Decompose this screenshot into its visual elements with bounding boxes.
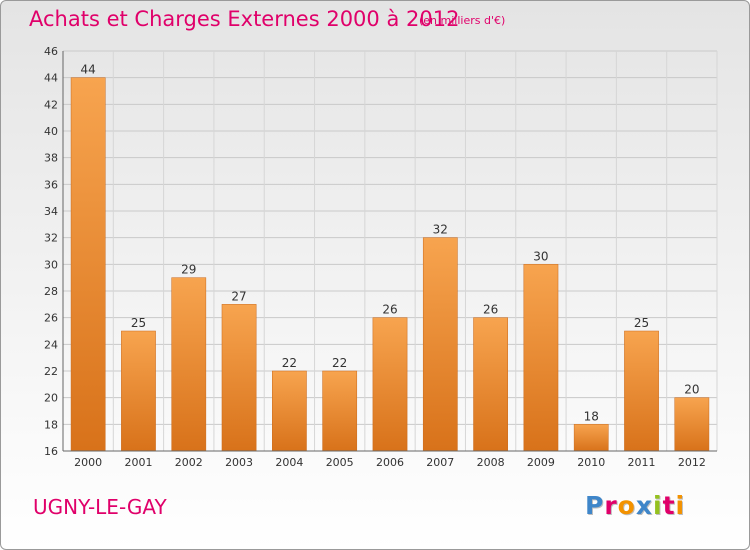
y-tick-label: 30 (44, 258, 58, 271)
x-tick-label: 2010 (577, 456, 605, 469)
x-tick-label: 2003 (225, 456, 253, 469)
data-label: 26 (382, 303, 397, 317)
data-label: 20 (684, 383, 699, 397)
y-tick-label: 28 (44, 285, 58, 298)
y-tick-label: 16 (44, 445, 58, 458)
y-tick-label: 40 (44, 125, 58, 138)
data-label: 29 (181, 263, 196, 277)
bar-2003 (221, 304, 257, 452)
y-tick-label: 46 (44, 45, 58, 58)
y-tick-label: 34 (44, 205, 58, 218)
bar-2009 (523, 264, 559, 452)
bar-2008 (473, 317, 508, 452)
x-tick-label: 2006 (376, 456, 404, 469)
bars: 44 25 29 27 22 22 26 32 26 30 18 25 20 (70, 63, 710, 452)
logo-letter: x (635, 491, 653, 520)
y-tick-label: 38 (44, 152, 58, 165)
logo-letter: r (604, 491, 618, 520)
axes: 16 18 20 22 24 26 28 30 32 34 36 38 40 42 44 46 2000 2001… (44, 45, 717, 469)
bar-2001 (121, 330, 156, 452)
x-tick-label: 2009 (527, 456, 555, 469)
y-tick-label: 26 (44, 312, 58, 325)
bar-2004 (272, 370, 307, 452)
y-tick-label: 36 (44, 178, 58, 191)
data-label: 30 (533, 249, 548, 263)
data-label: 22 (282, 356, 297, 370)
bar-2000 (70, 77, 106, 452)
y-tick-label: 18 (44, 418, 58, 431)
y-tick-label: 44 (44, 72, 58, 85)
x-tick-label: 2012 (678, 456, 706, 469)
x-tick-label: 2005 (326, 456, 354, 469)
bar-2010 (573, 424, 609, 452)
data-label: 26 (483, 303, 498, 317)
logo-letter: t (662, 491, 676, 520)
logo-letter: o (617, 491, 636, 520)
y-tick-label: 32 (44, 232, 58, 245)
data-label: 25 (131, 316, 146, 330)
x-tick-label: 2007 (426, 456, 454, 469)
y-tick-label: 22 (44, 365, 58, 378)
proxiti-logo[interactable]: Proxiti (585, 491, 685, 520)
logo-letter: i (653, 491, 663, 520)
x-tick-label: 2011 (628, 456, 656, 469)
commune-name: UGNY-LE-GAY (33, 495, 167, 519)
x-tick-label: 2008 (477, 456, 505, 469)
bar-2005 (322, 370, 358, 452)
x-tick-label: 2004 (275, 456, 303, 469)
x-tick-label: 2002 (175, 456, 203, 469)
bar-2012 (674, 397, 710, 452)
bar-2007 (422, 237, 458, 452)
chart-subtitle: (en milliers d'€) (419, 14, 506, 27)
chart-title: Achats et Charges Externes 2000 à 2012 (29, 7, 460, 31)
y-tick-label: 42 (44, 98, 58, 111)
bar-2002 (171, 277, 207, 452)
data-label: 32 (433, 223, 448, 237)
x-tick-label: 2001 (124, 456, 152, 469)
bar-2011 (624, 330, 659, 452)
x-tick-label: 2000 (74, 456, 102, 469)
logo-letter: i (675, 491, 686, 520)
y-tick-label: 24 (44, 338, 58, 351)
data-label: 27 (231, 289, 246, 303)
bar-2006 (372, 317, 408, 452)
data-label: 25 (634, 316, 649, 330)
logo-letter: P (585, 491, 605, 520)
data-label: 22 (332, 356, 347, 370)
y-tick-label: 20 (44, 392, 58, 405)
data-label: 44 (81, 63, 96, 77)
data-label: 18 (584, 409, 599, 423)
